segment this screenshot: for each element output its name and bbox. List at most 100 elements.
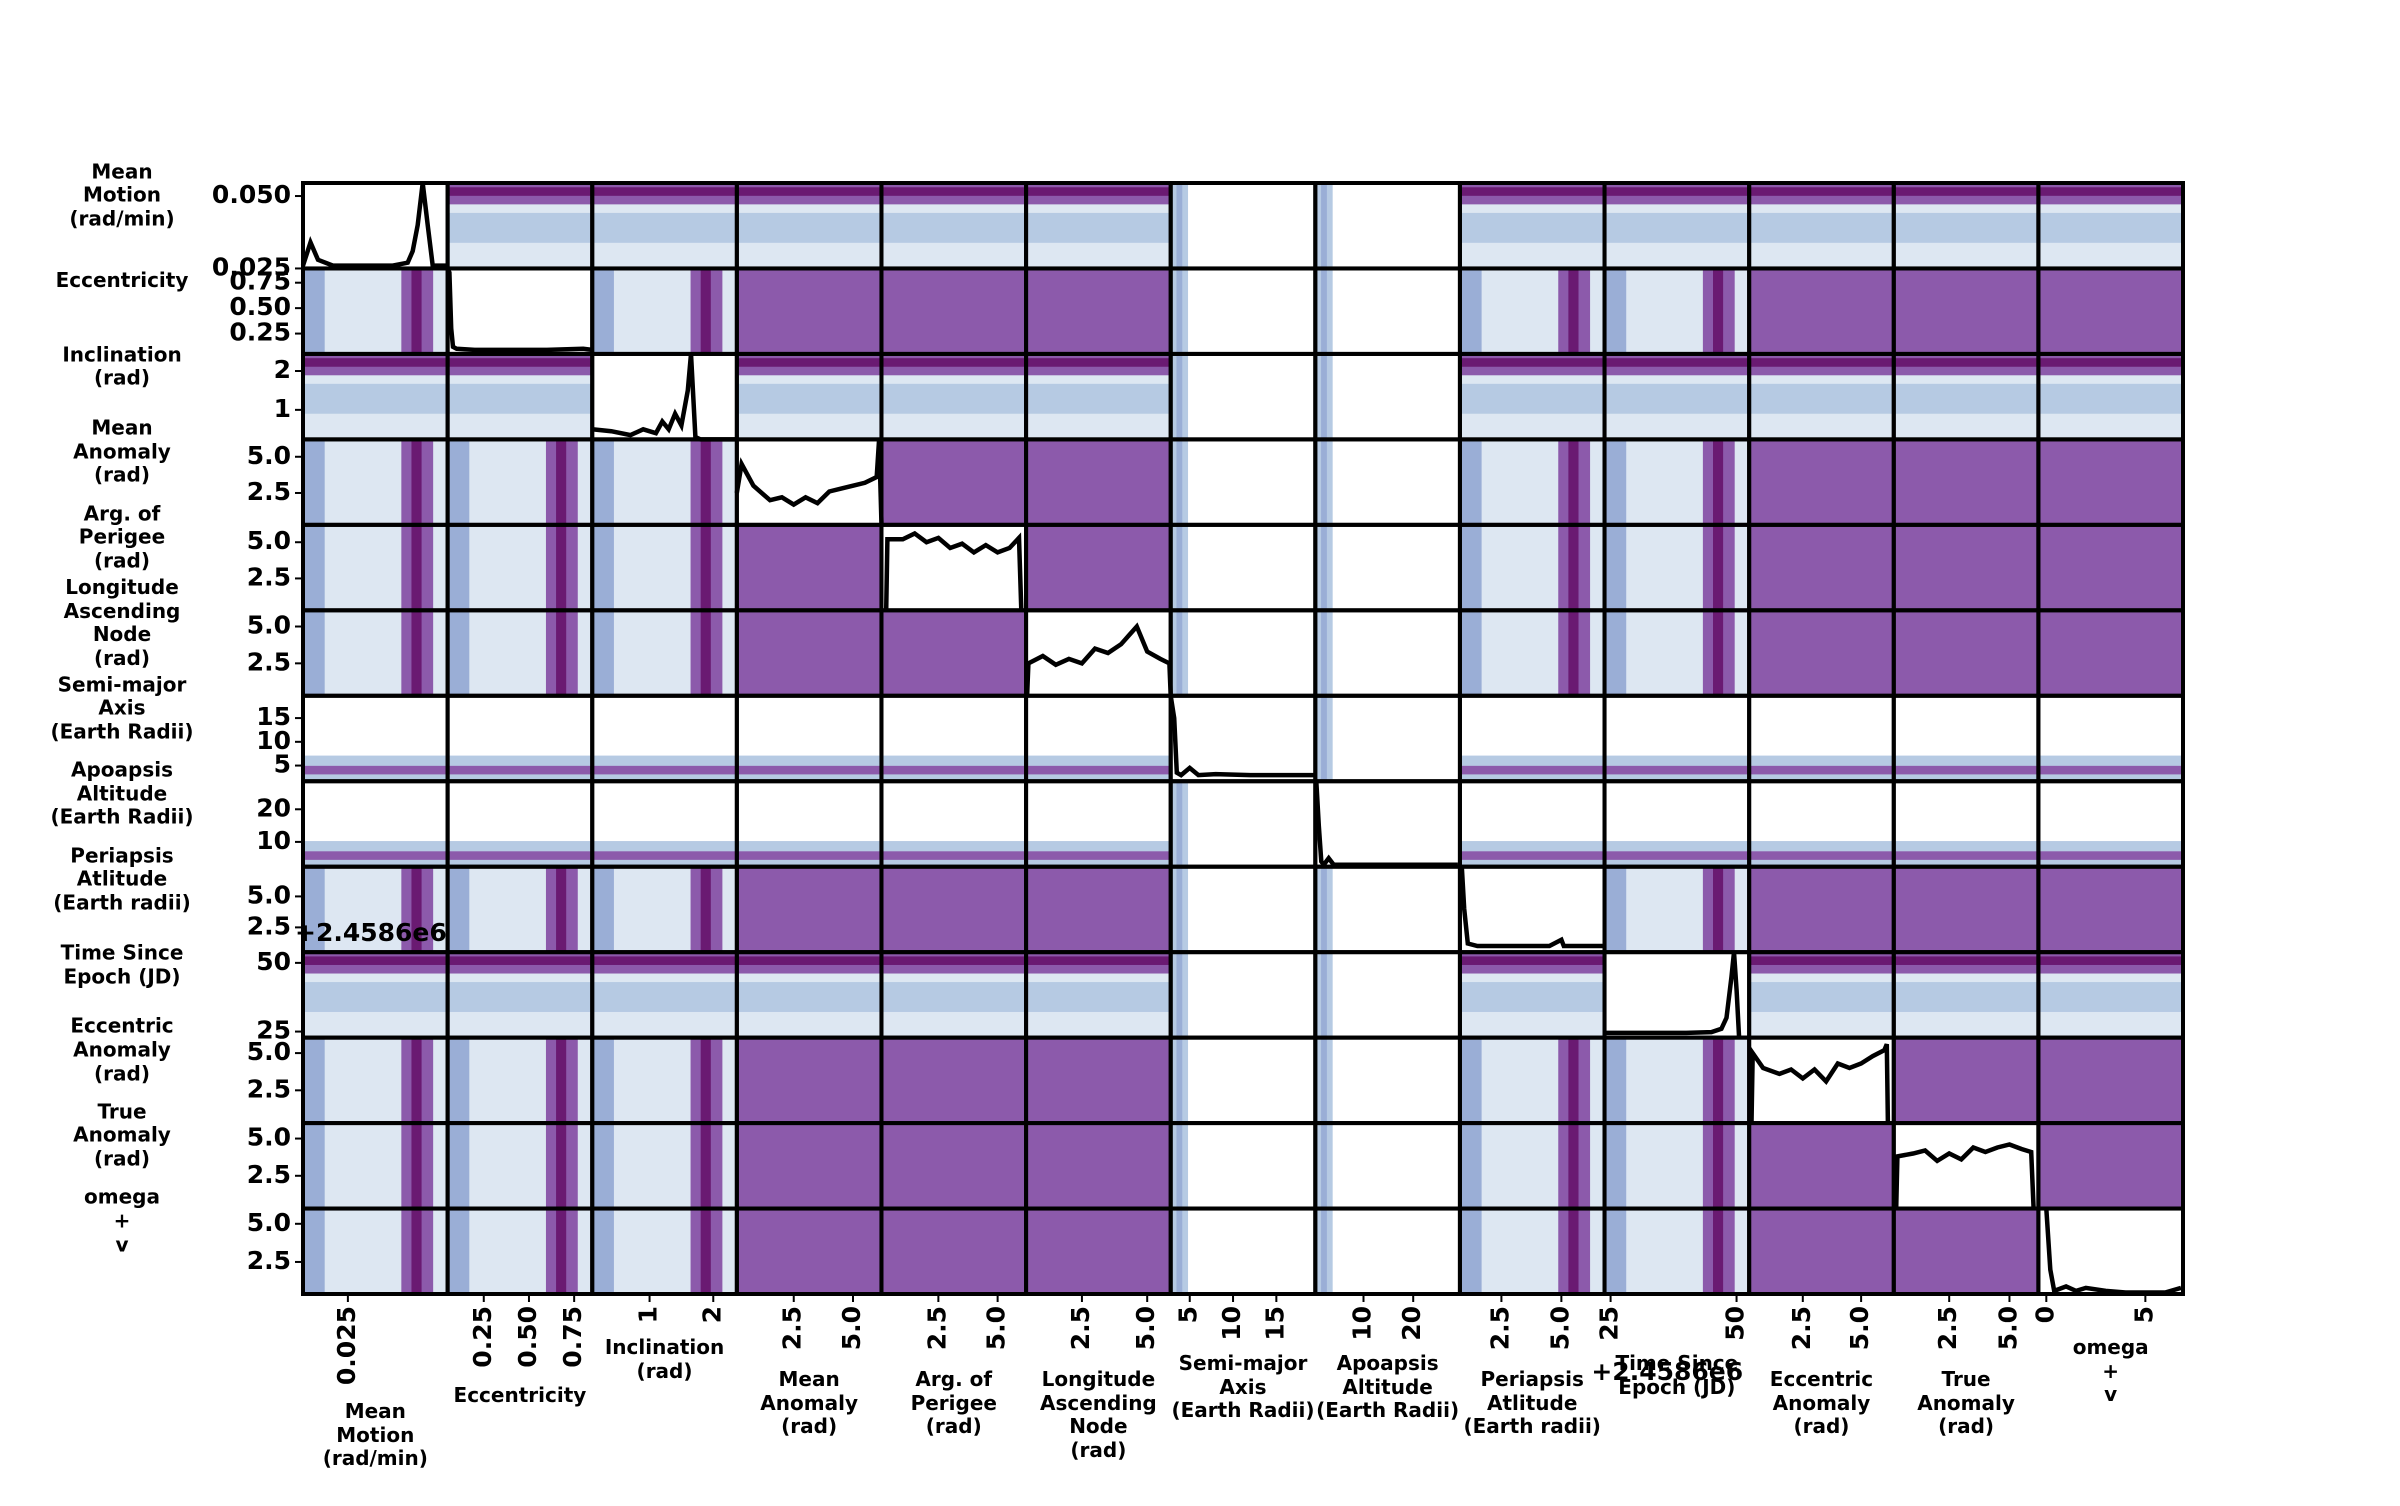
contour-region — [1176, 439, 1183, 525]
contour-region — [447, 212, 593, 243]
y-tick-label: 5.0 — [247, 880, 291, 909]
x-axis-label: Arg. of Perigee (rad) — [910, 1367, 997, 1439]
y-axis-label: Mean Motion (rad/min) — [69, 159, 175, 231]
contour-region — [1893, 956, 2039, 965]
contour-region — [1026, 383, 1171, 414]
contour-region — [1713, 610, 1724, 696]
contour-region — [881, 212, 1027, 243]
contour-region — [1026, 1208, 1171, 1294]
contour-region — [881, 383, 1027, 414]
contour-region — [447, 1037, 470, 1124]
y-tick-label: 5.0 — [247, 1037, 291, 1066]
contour-region — [1749, 524, 1894, 611]
y-axis-label: omega + v — [84, 1184, 160, 1257]
panel-frame — [1891, 1121, 2041, 1211]
contour-region — [1321, 1123, 1327, 1209]
contour-region — [1713, 1037, 1724, 1124]
contour-region — [1176, 952, 1183, 1038]
contour-region — [592, 610, 614, 696]
y-tick-label: 5.0 — [247, 441, 291, 470]
contour-region — [736, 982, 882, 1012]
y-tick-label: 1 — [274, 394, 291, 423]
contour-region — [1604, 268, 1627, 354]
contour-region — [700, 439, 711, 525]
kde-line — [300, 182, 448, 268]
contour-region — [1459, 524, 1482, 611]
panel-frame — [1313, 779, 1462, 869]
contour-region — [1176, 866, 1183, 953]
contour-region — [1026, 982, 1171, 1012]
y-tick-label: 50 — [256, 947, 291, 976]
contour-region — [1893, 383, 2039, 414]
contour-region — [2038, 268, 2183, 354]
contour-region — [2038, 851, 2183, 860]
contour-region — [303, 851, 448, 860]
contour-region — [736, 187, 882, 196]
kde-line — [591, 353, 737, 442]
kde-line — [1314, 781, 1458, 869]
panel-frame — [1747, 1035, 1896, 1126]
contour-region — [1176, 1208, 1183, 1294]
contour-region — [2038, 187, 2183, 196]
contour-region — [1713, 1123, 1724, 1209]
x-tick-label: 0 — [2030, 1306, 2059, 1323]
contour-region — [447, 358, 593, 367]
contour-region — [881, 1037, 1027, 1124]
y-tick-label: 2.5 — [247, 911, 291, 940]
y-tick-label: 5.0 — [247, 1208, 291, 1237]
contour-region — [592, 1123, 614, 1209]
y-tick-label: 2.5 — [247, 477, 291, 506]
contour-region — [1170, 781, 1316, 867]
contour-region — [1459, 268, 1482, 354]
contour-region — [881, 1123, 1027, 1209]
panel-frame — [445, 266, 595, 356]
contour-region — [556, 1208, 567, 1294]
y-tick-label: 2.5 — [247, 562, 291, 591]
contour-region — [1604, 610, 1627, 696]
contour-region — [1026, 358, 1171, 367]
x-tick-label: 10 — [1217, 1306, 1246, 1341]
contour-region — [1176, 183, 1183, 269]
contour-region — [1749, 851, 1894, 860]
contour-region — [1459, 851, 1605, 860]
x-tick-label: 0.75 — [558, 1306, 587, 1368]
contour-region — [447, 1123, 470, 1209]
contour-region — [1749, 1208, 1894, 1294]
x-tick-label: 5.0 — [1545, 1306, 1574, 1350]
contour-region — [1459, 439, 1482, 525]
x-tick-label: 0.25 — [468, 1306, 497, 1368]
y-tick-label: 10 — [256, 826, 291, 855]
contour-region — [736, 1037, 882, 1124]
contour-region — [1713, 1208, 1724, 1294]
x-tick-label: 2.5 — [922, 1306, 951, 1350]
contour-region — [736, 212, 882, 243]
contour-region — [1026, 212, 1171, 243]
contour-region — [411, 268, 422, 354]
y-axis-label: Periapsis Atlitude (Earth radii) — [53, 843, 191, 915]
x-tick-label: 1 — [634, 1306, 663, 1323]
contour-region — [1604, 383, 1750, 414]
contour-region — [303, 956, 448, 965]
contour-region — [1893, 866, 2039, 953]
contour-region — [592, 268, 614, 354]
contour-region — [1026, 1037, 1171, 1124]
contour-region — [1176, 268, 1183, 354]
contour-region — [736, 851, 882, 860]
panel-frame — [1457, 864, 1607, 955]
y-tick-label: 10 — [256, 726, 291, 755]
contour-region — [2038, 439, 2183, 525]
contour-region — [447, 956, 593, 965]
contour-region — [1026, 866, 1171, 953]
y-tick-label: 15 — [256, 702, 291, 731]
y-tick-label: 0.75 — [229, 267, 291, 296]
contour-region — [1604, 1123, 1627, 1209]
contour-region — [303, 439, 325, 525]
contour-region — [1176, 1037, 1183, 1124]
y-tick-label: 0.50 — [229, 292, 291, 321]
contour-region — [1713, 524, 1724, 611]
x-tick-label: 2 — [697, 1306, 726, 1323]
x-tick-label: 50 — [1721, 1306, 1750, 1341]
contour-region — [303, 524, 325, 611]
contour-region — [1749, 187, 1894, 196]
